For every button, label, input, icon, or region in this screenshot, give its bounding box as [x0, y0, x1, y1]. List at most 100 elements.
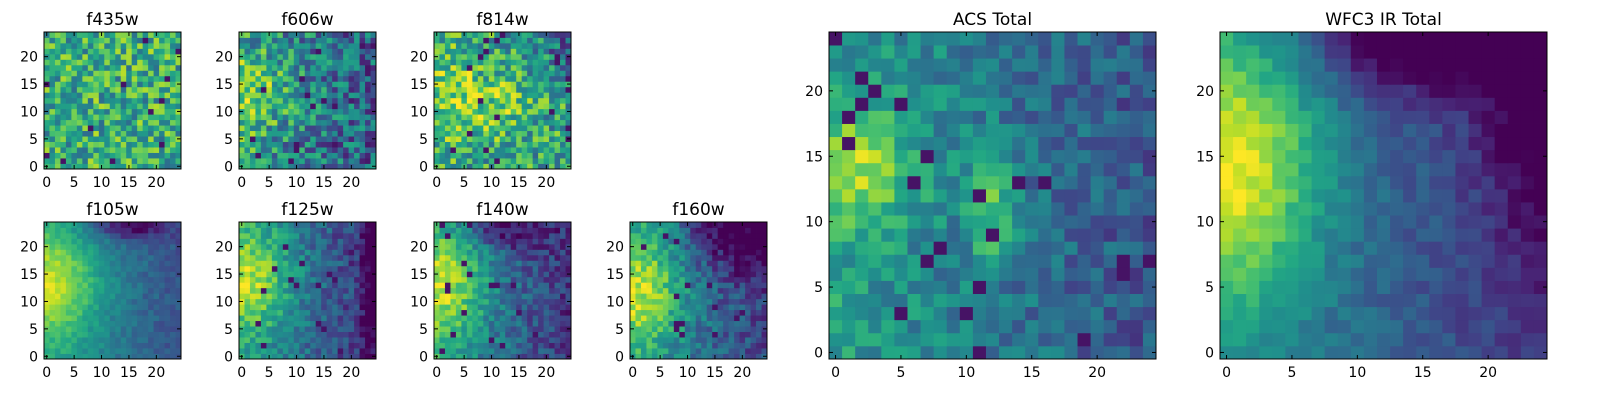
heatmap-cell: [543, 249, 550, 256]
heatmap-cell: [450, 108, 457, 115]
heatmap-cell: [359, 141, 366, 148]
heatmap-cell: [640, 249, 647, 256]
heatmap-cell: [560, 276, 566, 283]
heatmap-cell: [315, 163, 322, 170]
heatmap-cell: [304, 64, 311, 71]
heatmap-cell: [76, 75, 83, 82]
heatmap-cell: [483, 32, 490, 38]
heatmap-cell: [126, 158, 133, 164]
heatmap-cell: [82, 53, 89, 60]
heatmap-cell: [164, 287, 171, 294]
heatmap-cell: [554, 227, 561, 234]
heatmap-cell: [131, 75, 138, 82]
heatmap-cell: [1025, 319, 1039, 334]
heatmap-cell: [488, 141, 495, 148]
heatmap-cell: [332, 326, 339, 332]
heatmap-cell: [131, 32, 138, 38]
heatmap-cell: [359, 265, 366, 272]
heatmap-cell: [343, 147, 349, 153]
heatmap-cell: [679, 326, 686, 332]
heatmap-cell: [488, 348, 495, 354]
heatmap-cell: [756, 254, 762, 261]
heatmap-cell: [472, 42, 479, 49]
heatmap-cell: [712, 282, 719, 289]
heatmap-cell: [894, 280, 908, 294]
heatmap-cell: [44, 152, 50, 159]
heatmap-cell: [499, 271, 506, 278]
heatmap-cell: [549, 337, 555, 343]
heatmap-cell: [164, 243, 171, 250]
heatmap-cell: [1142, 254, 1157, 268]
heatmap-cell: [717, 348, 724, 354]
heatmap-cell: [565, 48, 572, 55]
heatmap-cell: [444, 108, 451, 115]
heatmap-cell: [1012, 280, 1026, 294]
heatmap-cell: [756, 222, 762, 228]
heatmap-cell: [549, 276, 555, 283]
heatmap-cell: [104, 265, 111, 272]
y-tick-label: 20: [20, 50, 38, 66]
heatmap-cell: [65, 108, 72, 115]
heatmap-cell: [723, 227, 730, 234]
heatmap-cell: [277, 136, 284, 142]
heatmap-cell: [543, 108, 550, 115]
heatmap-cell: [126, 64, 133, 71]
y-tick-label: 10: [606, 294, 624, 310]
heatmap-cell: [332, 342, 339, 349]
heatmap-cell: [1103, 162, 1118, 177]
heatmap-cell: [148, 249, 154, 256]
heatmap-cell: [684, 243, 691, 250]
heatmap-cell: [1051, 280, 1065, 294]
heatmap-cell: [93, 97, 100, 104]
heatmap-cell: [142, 353, 149, 360]
heatmap-cell: [137, 238, 144, 245]
heatmap-cell: [455, 48, 462, 55]
heatmap-cell: [510, 282, 517, 289]
heatmap-cell: [466, 158, 473, 164]
heatmap-cell: [565, 249, 572, 256]
heatmap-cell: [98, 152, 105, 159]
heatmap-cell: [304, 103, 311, 110]
heatmap-cell: [635, 309, 642, 316]
heatmap-cell: [527, 326, 534, 332]
heatmap-cell: [170, 152, 176, 159]
heatmap-cell: [756, 298, 762, 305]
heatmap-cell: [271, 32, 278, 38]
heatmap-cell: [299, 353, 306, 360]
heatmap-cell: [488, 249, 495, 256]
heatmap-cell: [87, 97, 94, 104]
heatmap-cell: [510, 108, 517, 115]
heatmap-cell: [630, 276, 636, 283]
heatmap-cell: [946, 319, 961, 334]
heatmap-cell: [244, 348, 251, 354]
heatmap-cell: [510, 276, 517, 283]
heatmap-cell: [65, 48, 72, 55]
heatmap-cell: [315, 130, 322, 137]
heatmap-cell: [120, 86, 127, 93]
heatmap-cell: [657, 260, 664, 267]
heatmap-cell: [560, 293, 566, 300]
heatmap-cell: [271, 282, 278, 289]
heatmap-cell: [450, 32, 457, 38]
heatmap-cell: [321, 348, 328, 354]
heatmap-cell: [137, 108, 144, 115]
heatmap-cell: [750, 260, 757, 267]
heatmap-cell: [701, 331, 708, 338]
heatmap-cell: [137, 271, 144, 278]
heatmap-cell: [745, 276, 751, 283]
heatmap-cell: [842, 306, 856, 321]
heatmap-cell: [1051, 202, 1065, 216]
heatmap-cell: [54, 282, 61, 289]
heatmap-cell: [60, 282, 67, 289]
heatmap-cell: [527, 342, 534, 349]
heatmap-cell: [293, 86, 300, 93]
heatmap-cell: [271, 331, 278, 338]
heatmap-cell: [260, 103, 267, 110]
heatmap-cell: [137, 81, 144, 88]
heatmap-cell: [249, 97, 256, 104]
heatmap-cell: [239, 59, 245, 66]
heatmap-cell: [1038, 345, 1052, 360]
heatmap-cell: [560, 158, 566, 164]
heatmap-cell: [126, 265, 133, 272]
heatmap-cell: [521, 32, 528, 38]
